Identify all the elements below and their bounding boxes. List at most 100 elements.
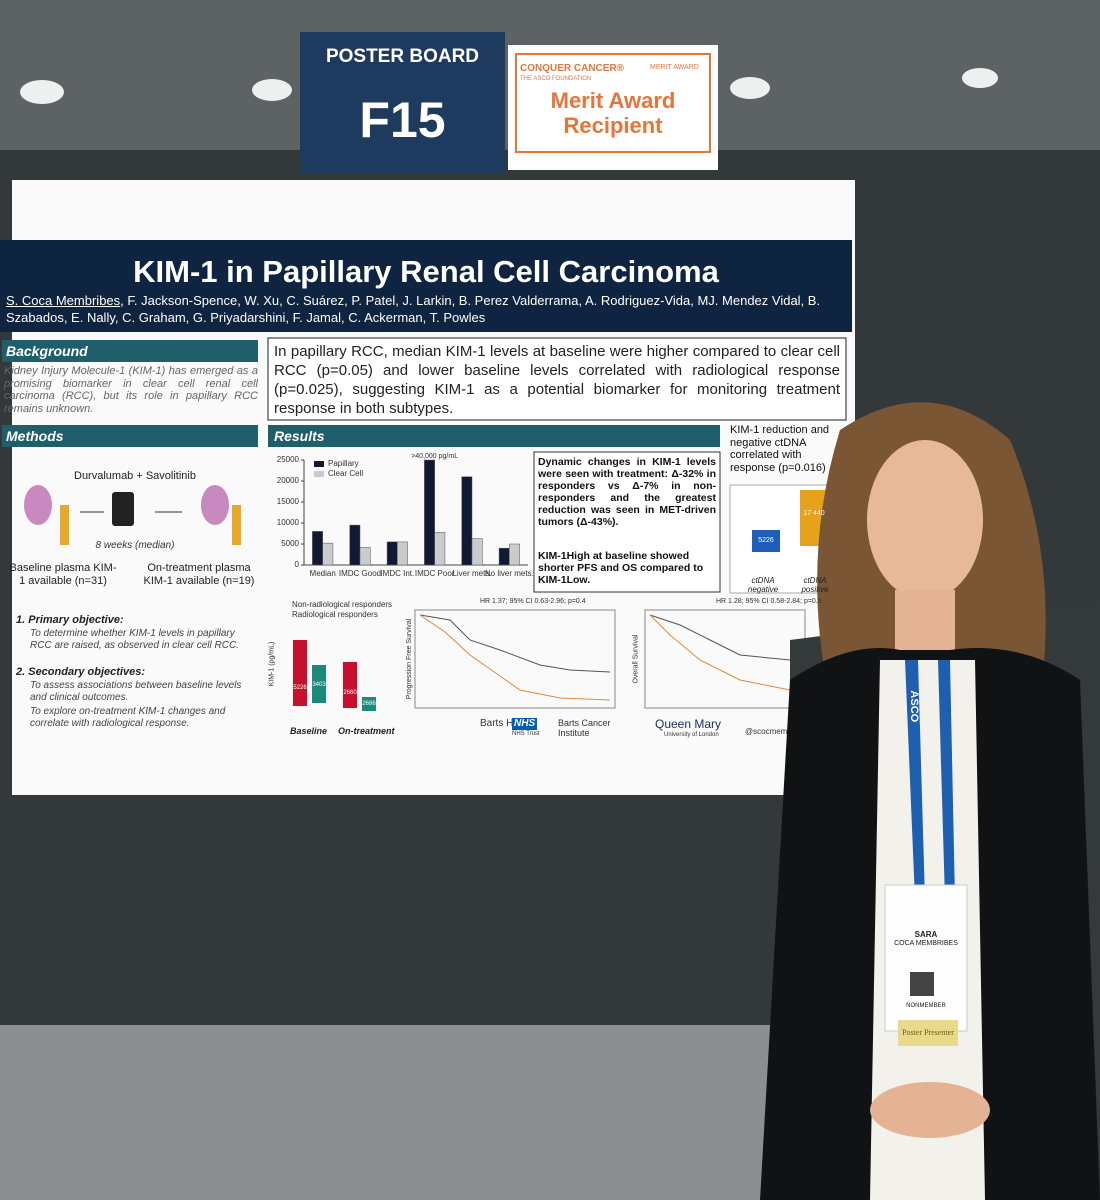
y-tick-label: 15000 (277, 497, 300, 506)
light (962, 68, 998, 88)
board-id: F15 (359, 92, 446, 148)
box-label: 5226 (293, 685, 307, 691)
handle: @scocmem (745, 727, 788, 736)
hr-text: HR 1.28; 95% CI 0.58-2.84; p=0.5 (716, 598, 822, 605)
ribbon-text: Poster Presenter (902, 1028, 954, 1037)
x-tick-label: IMDC Good (339, 569, 381, 578)
board-sign (300, 32, 505, 174)
bar (322, 542, 334, 566)
bar (424, 459, 435, 566)
tube-icon (232, 505, 241, 545)
results-box (533, 451, 721, 593)
light (252, 79, 292, 101)
duration: 8 weeks (median) (95, 540, 175, 551)
axis-label: Overall Survival (632, 634, 640, 684)
award-foundation: THE ASCO FOUNDATION (520, 76, 592, 82)
y-tick-label: 0 (295, 560, 300, 569)
summary: In papillary RCC, median KIM-1 levels at… (274, 343, 840, 417)
summary-box (267, 337, 847, 421)
face (867, 440, 983, 600)
box (312, 665, 326, 703)
legend-swatch (314, 471, 324, 477)
logo-text: Barts Health (480, 718, 536, 729)
objective-heading: 2. Secondary objectives: (16, 666, 145, 678)
badge-first: SARA (914, 930, 938, 939)
board-label: POSTER BOARD (325, 46, 480, 67)
bag-icon (112, 492, 134, 526)
bar (349, 524, 361, 566)
bar (312, 531, 323, 566)
box-label: 5226 (758, 537, 774, 544)
authors: S. Coca Membribes, F. Jackson-Spence, W.… (6, 292, 846, 326)
objective: To explore on-treatment KIM-1 changes an… (30, 706, 226, 729)
box-label: 17 440 (803, 510, 825, 517)
legend-entry: Radiological responders (292, 610, 378, 619)
drug: Durvalumab + Savolitinib (74, 470, 196, 482)
poster-title: KIM-1 in Papillary Renal Cell Carcinoma (133, 254, 719, 289)
qr-code (910, 972, 934, 996)
box (293, 640, 307, 706)
bar (397, 541, 408, 566)
kidney-icon (24, 485, 52, 525)
award-sign (508, 45, 718, 170)
group-label: On-treatment (338, 726, 395, 736)
bar (359, 547, 371, 566)
box-label: 3403 (312, 682, 326, 688)
bar (434, 531, 446, 566)
badge (884, 884, 968, 1032)
bar-chart: 0 5000 10000 15000 20000 25000 Median IMDC Good… (277, 453, 534, 578)
results-text: KIM-1High at baseline showed shorter PFS… (538, 550, 704, 587)
box-label: 2660 (343, 690, 357, 696)
badge-last: COCA MEMBRIBES (894, 940, 958, 947)
legend-entry: Non-radiological responders (292, 600, 393, 609)
lead-author: S. Coca Membribes (6, 293, 121, 308)
hands (870, 1082, 990, 1138)
section-bar (2, 425, 258, 447)
ribbon (898, 1020, 958, 1046)
nhs-logo: NHS (512, 718, 538, 730)
x-tick-label: Liver mets. (452, 569, 491, 578)
objective: To determine whether KIM-1 levels in pap… (30, 628, 239, 651)
annotation: >40,000 pg/mL (411, 453, 458, 460)
y-tick-label: 25000 (277, 455, 300, 464)
x-tick-label: IMDC Int. (380, 569, 414, 578)
bar (461, 476, 473, 566)
light (20, 80, 64, 104)
legend-label: Clear Cell (328, 469, 363, 478)
axis-label: KIM-1 (pg/mL) (268, 641, 276, 687)
km-frame (414, 609, 616, 709)
section-bar (2, 340, 258, 362)
bar (471, 538, 483, 566)
legend-label: Papillary (328, 459, 359, 468)
y-tick-label: 5000 (281, 539, 299, 548)
side-text: KIM-1 reduction and negative ctDNA corre… (730, 424, 830, 474)
light (730, 77, 770, 99)
lanyard-text: ASCO (908, 690, 921, 723)
tube-icon (60, 505, 69, 545)
bar (509, 543, 520, 566)
box (343, 662, 357, 708)
group-label: Baseline (290, 726, 328, 736)
objective: To assess associations between baseline … (30, 680, 242, 703)
section-heading: Methods (6, 428, 64, 444)
group-label: ctDNA positive (801, 576, 829, 595)
logo-text: NHS Trust (512, 731, 540, 737)
results-text: Dynamic changes in KIM-1 levels were see… (538, 456, 716, 529)
logo-text: Queen Mary (655, 717, 722, 731)
y-tick-label: 10000 (277, 518, 300, 527)
award-tag: MERIT AWARD (650, 64, 699, 71)
award-title: Merit Award Recipient (550, 88, 676, 139)
km-curve (419, 614, 611, 701)
section-bar (268, 425, 720, 447)
award-org: CONQUER CANCER® (520, 63, 625, 74)
section-heading: Results (274, 428, 325, 444)
lanyard (938, 660, 955, 900)
badge-status: NONMEMBER (906, 1003, 946, 1009)
award-frame (515, 53, 711, 153)
bar (498, 547, 510, 566)
logo-text: Barts Cancer Institute (558, 718, 611, 739)
hr-text: HR 1.37; 95% CI 0.63-2.96; p=0.4 (480, 598, 586, 605)
bar (386, 541, 398, 566)
on-treatment: On-treatment plasma KIM-1 available (n=1… (143, 562, 255, 587)
